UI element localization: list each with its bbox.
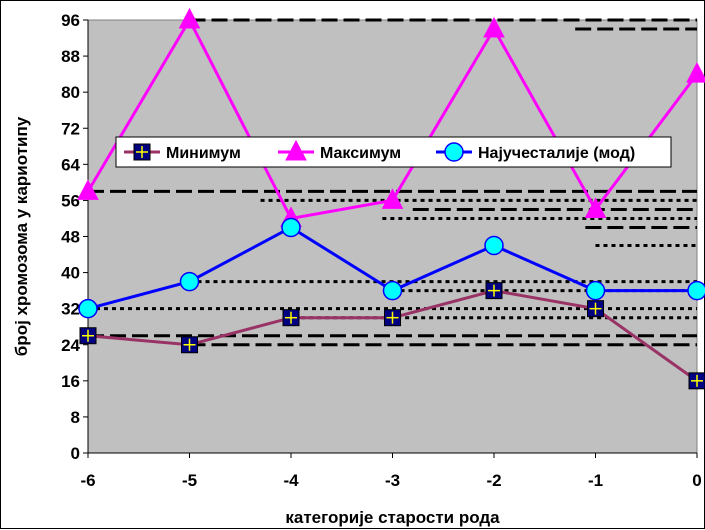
y-tick-label: 80 bbox=[61, 83, 80, 102]
data-point-1 bbox=[181, 336, 198, 354]
data-point-3 bbox=[179, 271, 200, 292]
y-tick-label: 24 bbox=[61, 336, 80, 355]
data-point-2 bbox=[686, 62, 705, 83]
legend: Минимум Максимум Најучесталије (мод) bbox=[115, 136, 672, 168]
data-point-1 bbox=[485, 282, 503, 300]
x-tick-label: -5 bbox=[182, 471, 197, 490]
data-point-2 bbox=[381, 188, 404, 209]
y-tick-label: 96 bbox=[61, 11, 80, 30]
x-tick-label: -2 bbox=[486, 471, 501, 490]
y-tick-label: 72 bbox=[61, 119, 80, 138]
data-point-1 bbox=[282, 309, 300, 327]
data-point-3 bbox=[585, 280, 606, 301]
y-tick-label: 8 bbox=[71, 408, 80, 427]
y-tick-label: 88 bbox=[61, 47, 80, 66]
y-tick-label: 40 bbox=[61, 264, 80, 283]
data-point-3 bbox=[484, 235, 504, 256]
data-point-1 bbox=[587, 300, 604, 318]
data-point-1 bbox=[79, 327, 97, 345]
legend-marker bbox=[444, 142, 464, 162]
plot-area bbox=[87, 19, 698, 454]
y-axis-ticks: 0 8 16 24 32 40 48 56 64 72 80 88 96 bbox=[61, 11, 88, 463]
data-point-2 bbox=[584, 197, 607, 218]
data-point-2 bbox=[483, 16, 505, 38]
y-tick-label: 0 bbox=[71, 444, 80, 463]
y-axis-title: број хромозома у кариотипу bbox=[12, 116, 31, 356]
data-point-3 bbox=[382, 280, 403, 301]
legend-label: Минимум bbox=[166, 145, 241, 162]
y-tick-label: 16 bbox=[61, 372, 80, 391]
x-tick-label: -1 bbox=[588, 471, 603, 490]
legend-marker bbox=[133, 143, 151, 161]
y-tick-label: 48 bbox=[61, 228, 80, 247]
legend-label: Максимум bbox=[320, 145, 401, 162]
x-tick-label: -4 bbox=[283, 471, 299, 490]
data-point-1 bbox=[688, 372, 705, 390]
data-point-2 bbox=[178, 7, 201, 29]
y-tick-label: 64 bbox=[61, 155, 80, 174]
x-tick-label: -6 bbox=[80, 471, 95, 490]
y-tick-label: 32 bbox=[61, 300, 80, 319]
data-point-3 bbox=[78, 298, 98, 319]
data-point-2 bbox=[77, 179, 99, 200]
series-markers bbox=[77, 7, 705, 390]
data-point-3 bbox=[687, 280, 705, 301]
x-axis-title: категорије старости рода bbox=[285, 508, 500, 527]
x-axis-ticks: -6 -5 -4 -3 -2 -1 0 bbox=[80, 453, 702, 490]
data-point-3 bbox=[281, 217, 301, 238]
legend-box bbox=[115, 136, 672, 168]
x-tick-label: -3 bbox=[385, 471, 400, 490]
x-tick-label: 0 bbox=[692, 471, 701, 490]
y-tick-label: 56 bbox=[61, 191, 80, 210]
legend-marker bbox=[285, 139, 307, 161]
data-point-1 bbox=[384, 309, 401, 327]
legend-label: Најучесталије (мод) bbox=[478, 145, 635, 162]
